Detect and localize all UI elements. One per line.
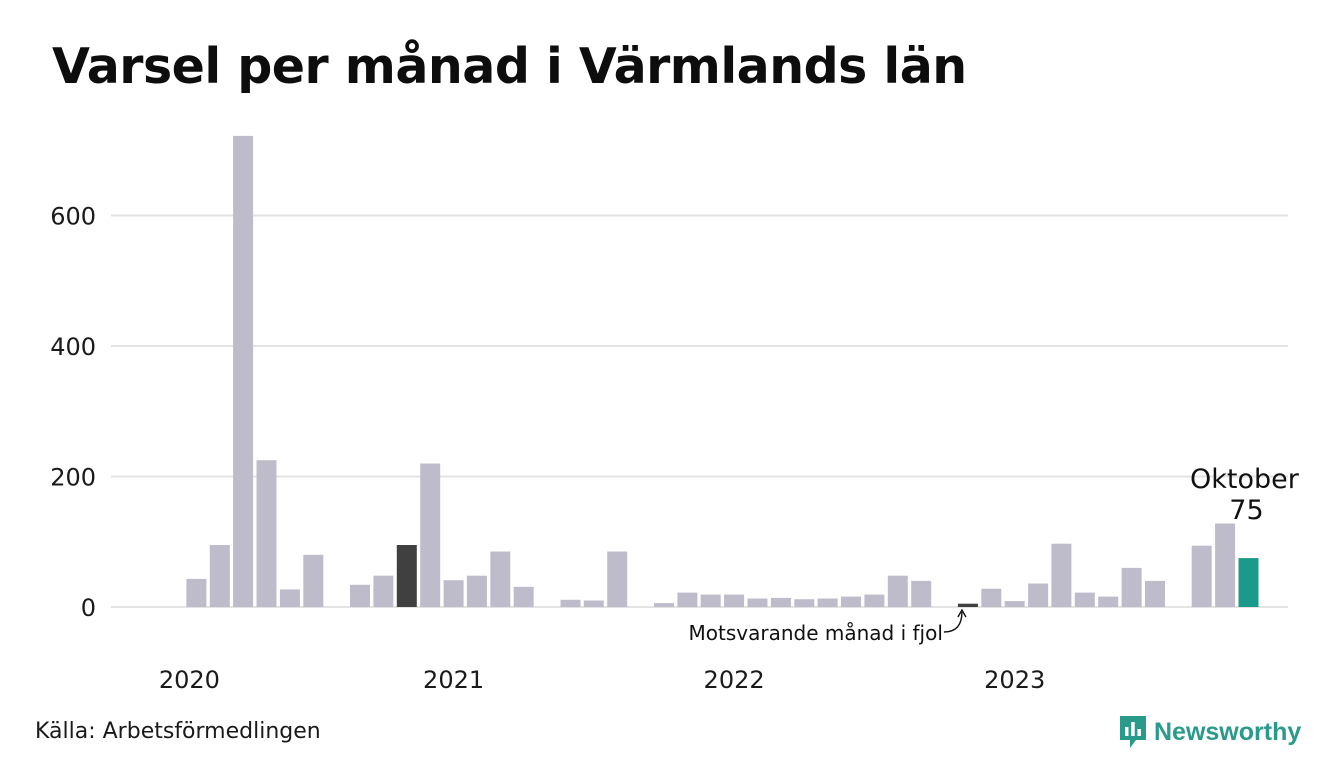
bar xyxy=(1004,601,1025,607)
bar xyxy=(583,600,604,607)
bar xyxy=(817,598,838,607)
page-title: Varsel per månad i Värmlands län xyxy=(52,38,967,95)
bar xyxy=(209,545,230,607)
bar xyxy=(724,594,745,607)
bar xyxy=(373,575,394,607)
bar xyxy=(513,586,534,607)
comparison-note: Motsvarande månad i fjol xyxy=(689,621,943,645)
bar xyxy=(1051,543,1072,607)
bar xyxy=(490,551,511,607)
bar xyxy=(1098,596,1119,607)
bar xyxy=(466,575,487,607)
bar xyxy=(607,551,628,607)
x-year-label: 2023 xyxy=(984,666,1045,694)
comparison-arrow xyxy=(943,611,963,633)
bar xyxy=(700,594,721,607)
bar xyxy=(841,596,861,607)
x-year-label: 2022 xyxy=(704,666,765,694)
bar xyxy=(887,575,908,607)
bar xyxy=(1145,580,1165,607)
current-month-label: Oktober xyxy=(1190,464,1300,495)
bar xyxy=(677,592,698,607)
bar xyxy=(957,603,978,607)
bar-series xyxy=(186,135,1259,607)
bar xyxy=(770,597,791,607)
bar xyxy=(911,580,932,607)
bar xyxy=(233,135,254,607)
bar xyxy=(1028,583,1049,607)
x-year-label: 2020 xyxy=(159,666,220,694)
grid-lines xyxy=(111,214,1288,608)
y-tick-label: 200 xyxy=(50,464,96,492)
bar xyxy=(560,599,581,607)
newsworthy-logo: Newsworthy xyxy=(1118,714,1301,750)
y-axis-labels: 0 200 400 600 xyxy=(50,203,96,623)
comparison-arrowhead xyxy=(957,608,967,618)
brand-name: Newsworthy xyxy=(1154,717,1302,746)
x-axis-labels: 2020 2021 2022 2023 xyxy=(159,666,1045,694)
bar-chart-icon xyxy=(1120,716,1146,748)
x-year-label: 2021 xyxy=(423,666,484,694)
bar xyxy=(794,599,815,607)
bar xyxy=(1191,545,1212,607)
bar xyxy=(443,580,464,607)
source-label: Källa: Arbetsförmedlingen xyxy=(35,719,321,744)
bar xyxy=(1215,523,1236,607)
bar xyxy=(1121,567,1142,607)
bar xyxy=(186,578,207,607)
bar xyxy=(1074,592,1095,607)
bar xyxy=(654,603,674,607)
bar xyxy=(256,460,277,607)
bar xyxy=(350,584,370,607)
bar xyxy=(864,594,885,607)
bar xyxy=(1238,558,1259,607)
bar xyxy=(396,545,417,607)
bar xyxy=(981,588,1002,607)
bar xyxy=(303,554,324,607)
bar xyxy=(279,589,300,607)
current-value-label: 75 xyxy=(1229,495,1263,526)
y-tick-label: 400 xyxy=(50,333,96,361)
bar xyxy=(420,463,441,607)
bar xyxy=(747,598,768,607)
y-tick-label: 600 xyxy=(50,203,96,231)
y-tick-label: 0 xyxy=(81,594,96,622)
